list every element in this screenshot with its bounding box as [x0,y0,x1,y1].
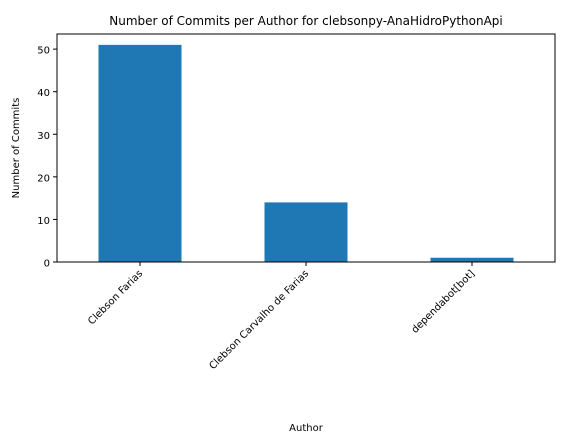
y-tick-label-2: 20 [37,173,50,184]
y-tick-label-0: 0 [44,259,50,270]
x-tick-label-1: Clebson Carvalho de Farias [207,268,311,372]
y-tick-label-1: 10 [37,216,50,227]
bar-0 [98,44,182,262]
x-tick-label-2: dependabot[bot] [410,268,478,336]
bar-2 [430,257,514,262]
x-tick-label-0: Clebson Farias [86,268,145,327]
x-axis: Clebson Farias Clebson Carvalho de Farias… [86,262,477,372]
chart-title: Number of Commits per Author for clebson… [109,14,503,28]
bars-group [98,44,514,262]
y-tick-label-4: 40 [37,88,50,99]
y-tick-label-3: 30 [37,131,50,142]
bar-1 [264,202,348,262]
x-axis-label: Author [289,423,324,434]
y-axis-label: Number of Commits [11,98,22,199]
y-tick-label-5: 50 [37,46,50,57]
y-axis: 0 10 20 30 40 50 [37,46,57,270]
